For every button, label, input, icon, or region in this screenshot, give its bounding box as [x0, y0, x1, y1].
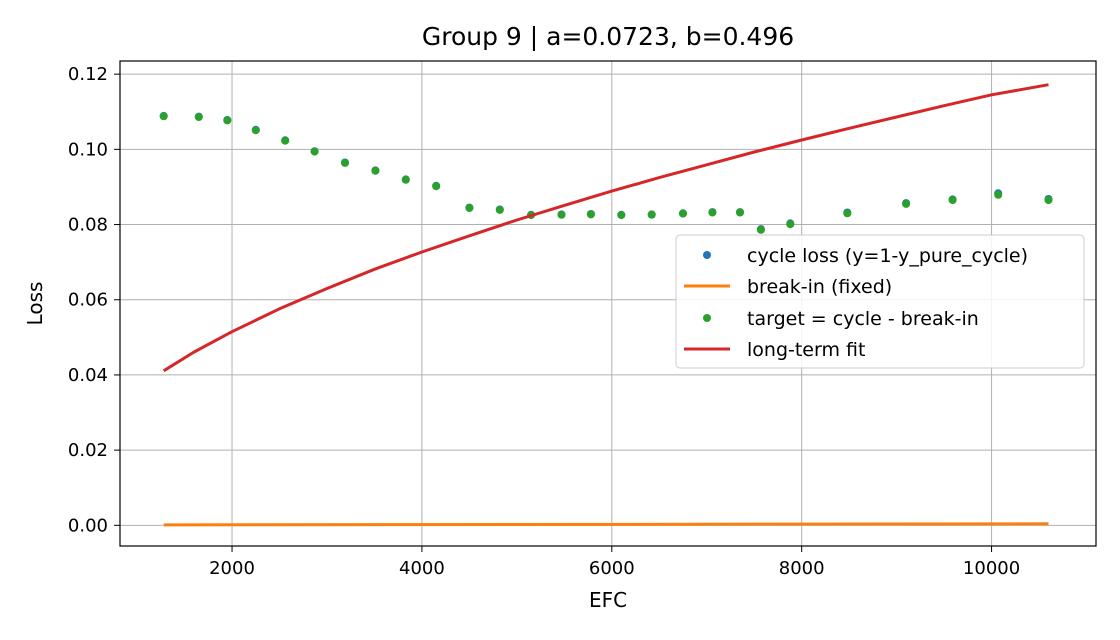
grid-lines — [120, 61, 1096, 546]
target-point — [756, 225, 765, 234]
x-axis-label: EFC — [589, 588, 627, 612]
chart-title: Group 9 | a=0.0723, b=0.496 — [422, 22, 794, 51]
target-point — [371, 166, 380, 175]
legend-label-break-in: break-in (fixed) — [747, 276, 892, 298]
series-layer — [159, 83, 1053, 527]
x-tick-label: 4000 — [399, 558, 445, 579]
target-point — [708, 208, 717, 217]
target-point — [736, 208, 744, 217]
target-point — [994, 190, 1003, 199]
x-tick-label: 2000 — [209, 558, 255, 579]
target-point — [401, 175, 410, 184]
axis-ticks: 2000 4000 6000 8000 10000 0.00 0.02 0.04 0.06 0.0… — [68, 64, 1020, 579]
target-point — [194, 113, 203, 121]
y-tick-label: 0.08 — [68, 215, 108, 236]
legend-marker-target — [703, 314, 711, 322]
target-point — [948, 196, 957, 205]
long-term-fit-line — [162, 83, 1049, 373]
target-point — [586, 210, 595, 219]
target-point — [557, 210, 566, 219]
target-point — [341, 158, 349, 167]
legend: cycle loss (y=1-y_pure_cycle) break-in (… — [675, 234, 1085, 369]
target-point — [617, 211, 626, 220]
target-point — [159, 112, 168, 121]
break-in-line — [163, 522, 1049, 527]
x-tick-label: 10000 — [963, 558, 1020, 579]
target-point — [843, 209, 852, 218]
target-point — [281, 136, 290, 145]
y-axis-label: Loss — [23, 282, 47, 326]
y-tick-label: 0.02 — [68, 440, 108, 461]
target-point — [1044, 196, 1053, 205]
y-tick-label: 0.10 — [68, 139, 108, 160]
legend-box — [675, 234, 1085, 369]
target-point — [786, 220, 795, 229]
target-point — [432, 182, 441, 191]
target-point — [647, 210, 656, 219]
legend-label-cycle-loss: cycle loss (y=1-y_pure_cycle) — [747, 245, 1028, 267]
legend-label-target: target = cycle - break-in — [747, 308, 979, 330]
legend-marker-cycle-loss — [703, 251, 711, 259]
target-point — [310, 147, 319, 156]
y-tick-label: 0.04 — [68, 365, 108, 386]
y-tick-label: 0.00 — [68, 515, 108, 536]
target-point — [902, 199, 911, 208]
y-tick-label: 0.12 — [68, 64, 108, 85]
target-point — [495, 205, 504, 214]
plot-frame — [119, 60, 1097, 547]
target-point — [679, 209, 687, 218]
target-point — [223, 116, 232, 125]
target-point — [251, 126, 260, 135]
target-point — [465, 204, 474, 212]
x-tick-label: 8000 — [779, 558, 825, 579]
x-tick-label: 6000 — [589, 558, 635, 579]
y-tick-label: 0.06 — [68, 290, 108, 311]
legend-label-long-term-fit: long-term fit — [747, 339, 865, 361]
